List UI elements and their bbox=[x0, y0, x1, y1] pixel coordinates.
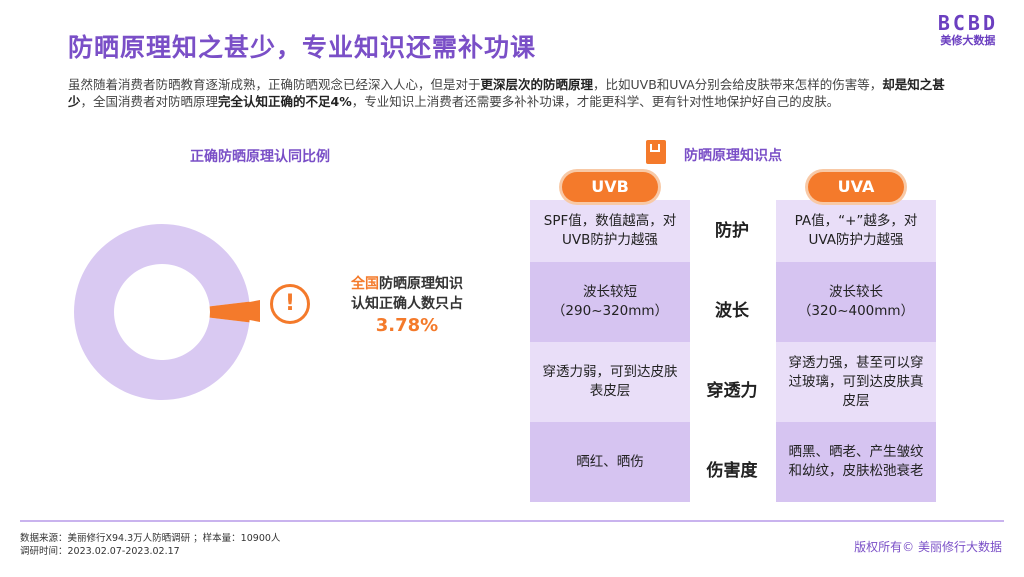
uva-cell-damage: 晒黑、晒老、产生皱纹和幼纹，皮肤松弛衰老 bbox=[776, 422, 936, 502]
intro-text: 虽然随着消费者防晒教育逐渐成熟，正确防晒观念已经深入人心，但是对于 bbox=[68, 77, 481, 92]
exclamation-icon: ! bbox=[270, 284, 310, 324]
uvb-column: SPF值，数值越高，对UVB防护力越强 波长较短（290~320mm） 穿透力弱… bbox=[530, 172, 690, 502]
uvb-label: UVB bbox=[562, 172, 658, 202]
intro-paragraph: 虽然随着消费者防晒教育逐渐成熟，正确防晒观念已经深入人心，但是对于更深层次的防晒… bbox=[68, 76, 948, 110]
intro-text: ，比如UVB和UVA分别会给皮肤带来怎样的伤害等， bbox=[593, 77, 883, 92]
uva-cell-wavelength: 波长较长（320~400mm） bbox=[776, 262, 936, 342]
uva-column: PA值，“+”越多，对UVA防护力越强 波长较长（320~400mm） 穿透力强… bbox=[776, 172, 936, 502]
left-section-title: 正确防晒原理认同比例 bbox=[190, 149, 330, 165]
uvb-cell-protection: SPF值，数值越高，对UVB防护力越强 bbox=[530, 200, 690, 262]
row-label-wavelength: 波长 bbox=[715, 301, 749, 321]
callout-line1: 防晒原理知识 bbox=[379, 276, 463, 292]
intro-emphasis: 完全认知正确的不足4% bbox=[218, 94, 352, 109]
callout-highlight: 全国 bbox=[351, 276, 379, 292]
right-section-title: 防晒原理知识点 bbox=[684, 148, 782, 164]
footer-divider bbox=[20, 520, 1004, 522]
donut-pointer-wedge bbox=[218, 300, 260, 322]
logo-subtitle: 美修大数据 bbox=[940, 34, 996, 47]
callout-value: 3.78% bbox=[375, 315, 439, 336]
page-title: 防晒原理知之甚少，专业知识还需补功课 bbox=[68, 33, 537, 62]
uva-cell-protection: PA值，“+”越多，对UVA防护力越强 bbox=[776, 200, 936, 262]
logo-mark: BCBD bbox=[937, 11, 998, 35]
callout-text: 全国防晒原理知识 认知正确人数只占 3.78% bbox=[332, 274, 482, 338]
callout-line2: 认知正确人数只占 bbox=[351, 296, 463, 312]
survey-period: 调研时间：2023.02.07-2023.02.17 bbox=[20, 546, 180, 557]
uvb-cell-penetration: 穿透力弱，可到达皮肤表皮层 bbox=[530, 342, 690, 422]
uvb-cell-damage: 晒红、晒伤 bbox=[530, 422, 690, 502]
row-label-protection: 防护 bbox=[715, 221, 749, 241]
intro-emphasis: 更深层次的防晒原理 bbox=[480, 77, 594, 92]
donut-main-segment bbox=[74, 224, 250, 400]
footer-source: 数据来源：美丽修行X94.3万人防晒调研 ；样本量：10900人 调研时间：20… bbox=[20, 532, 280, 558]
data-source: 数据来源：美丽修行X94.3万人防晒调研 ；样本量：10900人 bbox=[20, 533, 281, 544]
brand-logo: BCBD 美修大数据 bbox=[938, 12, 998, 48]
book-icon bbox=[646, 140, 666, 164]
intro-emphasis: 却是知之甚少 bbox=[68, 77, 945, 109]
uva-cell-penetration: 穿透力强，甚至可以穿过玻璃，可到达皮肤真皮层 bbox=[776, 342, 936, 422]
row-label-damage: 伤害度 bbox=[706, 461, 758, 481]
uva-label: UVA bbox=[808, 172, 904, 202]
intro-text: ，专业知识上消费者还需要多补补功课，才能更科学、更有针对性地保护好自己的皮肤。 bbox=[351, 94, 840, 109]
uvb-cell-wavelength: 波长较短（290~320mm） bbox=[530, 262, 690, 342]
copyright: 版权所有© 美丽修行大数据 bbox=[854, 540, 1002, 554]
row-label-penetration: 穿透力 bbox=[706, 381, 758, 401]
intro-text: ，全国消费者对防晒原理 bbox=[80, 94, 219, 109]
